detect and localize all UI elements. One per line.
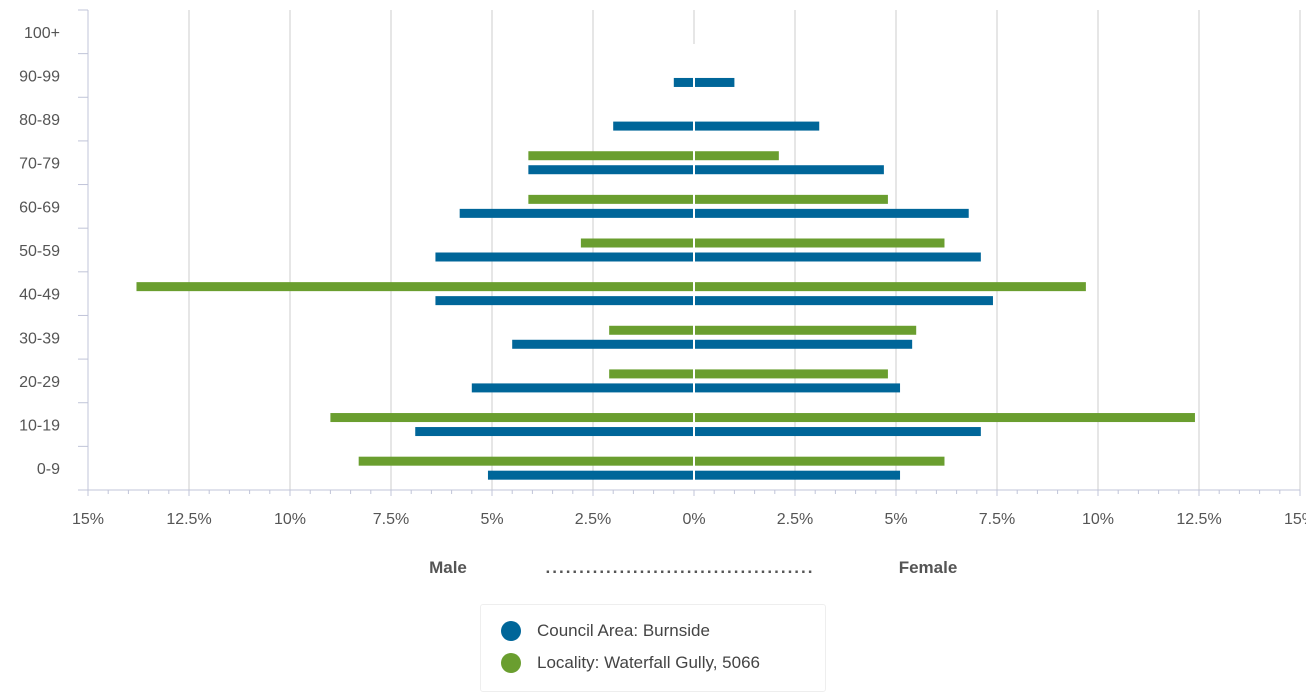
bar-male-waterfall-gully[interactable] <box>358 456 694 466</box>
bar-male-waterfall-gully[interactable] <box>528 194 694 204</box>
y-tick-label: 40-49 <box>19 287 60 304</box>
x-tick-label: 7.5% <box>373 511 409 528</box>
bar-male-burnside[interactable] <box>673 77 694 87</box>
bar-female-burnside[interactable] <box>694 208 969 218</box>
y-tick-label: 90-99 <box>19 68 60 85</box>
bar-female-burnside[interactable] <box>694 339 913 349</box>
y-tick-label: 20-29 <box>19 374 60 391</box>
y-tick-label: 100+ <box>24 25 60 42</box>
bar-female-burnside[interactable] <box>694 165 884 175</box>
bar-female-burnside[interactable] <box>694 470 901 480</box>
x-tick-label: 15% <box>1284 511 1306 528</box>
x-tick-label: 10% <box>1082 511 1114 528</box>
y-tick-label: 0-9 <box>37 461 60 478</box>
y-tick-label: 60-69 <box>19 199 60 216</box>
y-tick-label: 10-19 <box>19 418 60 435</box>
y-axis: 0-9 10-19 20-29 30-39 40-49 50-59 60-69 70-79 80… <box>19 9 89 491</box>
bar-female-waterfall-gully[interactable] <box>694 194 888 204</box>
bar-male-waterfall-gully[interactable] <box>528 151 694 161</box>
y-tick-label: 70-79 <box>19 156 60 173</box>
x-tick-label: 2.5% <box>575 511 611 528</box>
bar-female-waterfall-gully[interactable] <box>694 456 945 466</box>
x-tick-label: 2.5% <box>777 511 813 528</box>
y-tick-label: 80-89 <box>19 112 60 129</box>
axis-title-dots: ........................................ <box>546 558 815 577</box>
bar-male-burnside[interactable] <box>528 165 694 175</box>
legend-label-burnside: Council Area: Burnside <box>537 621 710 640</box>
bar-female-waterfall-gully[interactable] <box>694 413 1195 423</box>
bar-female-waterfall-gully[interactable] <box>694 369 888 379</box>
bar-male-burnside[interactable] <box>613 121 694 131</box>
bar-female-burnside[interactable] <box>694 252 981 262</box>
x-tick-label: 5% <box>480 511 503 528</box>
bar-male-burnside[interactable] <box>487 470 694 480</box>
bar-female-burnside[interactable] <box>694 77 735 87</box>
bar-male-burnside[interactable] <box>435 252 694 262</box>
x-tick-label: 15% <box>72 511 104 528</box>
x-tick-label: 10% <box>274 511 306 528</box>
bar-female-waterfall-gully[interactable] <box>694 151 779 161</box>
x-tick-label: 5% <box>884 511 907 528</box>
legend-dot-waterfall-gully <box>501 653 521 673</box>
bar-female-waterfall-gully[interactable] <box>694 238 945 248</box>
bar-female-burnside[interactable] <box>694 383 901 393</box>
legend-item-burnside[interactable]: Council Area: Burnside <box>501 621 710 641</box>
bar-female-burnside[interactable] <box>694 427 981 437</box>
x-tick-label: 12.5% <box>1176 511 1221 528</box>
bar-male-waterfall-gully[interactable] <box>580 238 694 248</box>
bar-male-burnside[interactable] <box>435 296 694 306</box>
bar-male-waterfall-gully[interactable] <box>330 413 694 423</box>
bar-male-waterfall-gully[interactable] <box>609 369 694 379</box>
bar-female-waterfall-gully[interactable] <box>694 282 1086 292</box>
bars <box>136 44 1195 490</box>
x-tick-label: 12.5% <box>166 511 211 528</box>
bar-female-burnside[interactable] <box>694 296 993 306</box>
legend-item-waterfall-gully[interactable]: Locality: Waterfall Gully, 5066 <box>501 653 760 673</box>
bar-male-burnside[interactable] <box>512 339 694 349</box>
y-tick-label: 30-39 <box>19 330 60 347</box>
legend: Council Area: Burnside Locality: Waterfa… <box>480 604 826 692</box>
x-axis: 15% 12.5% 10% 7.5% 5% 2.5% 0% 2.5% 5% 7.5% 10% 12.5… <box>72 489 1306 528</box>
male-axis-title: Male <box>429 558 467 577</box>
legend-dot-burnside <box>501 621 521 641</box>
y-tick-label: 50-59 <box>19 243 60 260</box>
population-pyramid-chart: 0-9 10-19 20-29 30-39 40-49 50-59 60-69 70-79 80… <box>19 9 1306 577</box>
legend-label-waterfall-gully: Locality: Waterfall Gully, 5066 <box>537 653 760 672</box>
bar-female-waterfall-gully[interactable] <box>694 325 917 335</box>
gridlines <box>87 10 1301 490</box>
bar-male-burnside[interactable] <box>459 208 694 218</box>
bar-male-burnside[interactable] <box>415 427 694 437</box>
x-tick-label: 0% <box>682 511 705 528</box>
female-axis-title: Female <box>899 558 958 577</box>
x-tick-label: 7.5% <box>979 511 1015 528</box>
bar-female-burnside[interactable] <box>694 121 820 131</box>
bar-male-burnside[interactable] <box>471 383 694 393</box>
bar-male-waterfall-gully[interactable] <box>609 325 694 335</box>
bar-male-waterfall-gully[interactable] <box>136 282 695 292</box>
axis-titles: Male ...................................… <box>429 558 957 577</box>
